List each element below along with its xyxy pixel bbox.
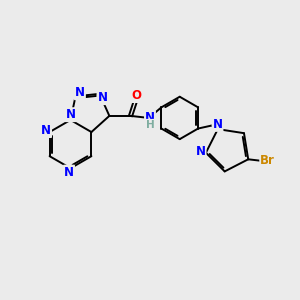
Text: N: N bbox=[75, 86, 85, 99]
Text: N: N bbox=[41, 124, 51, 137]
Text: N: N bbox=[65, 108, 76, 121]
Text: N: N bbox=[145, 111, 155, 124]
Text: Br: Br bbox=[260, 154, 275, 167]
Text: N: N bbox=[196, 145, 206, 158]
Text: H: H bbox=[146, 120, 154, 130]
Text: N: N bbox=[64, 166, 74, 178]
Text: O: O bbox=[131, 89, 141, 102]
Text: N: N bbox=[212, 118, 223, 131]
Text: N: N bbox=[98, 91, 107, 104]
